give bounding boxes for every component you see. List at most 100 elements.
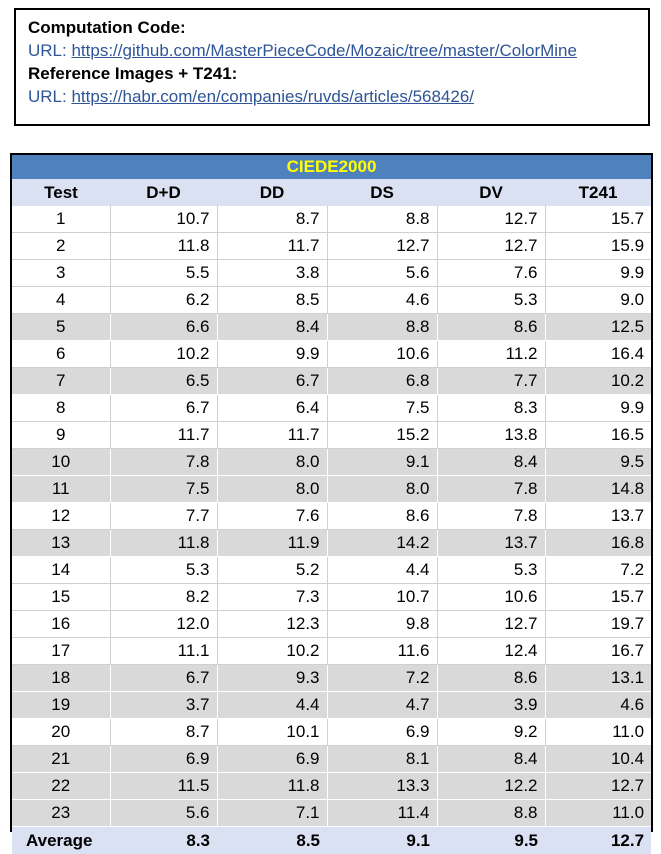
- value-cell: 15.7: [545, 206, 651, 233]
- value-cell: 9.2: [437, 719, 545, 746]
- test-number-cell: 21: [12, 746, 110, 773]
- value-cell: 10.6: [437, 584, 545, 611]
- table-title-row: CIEDE2000: [12, 155, 651, 179]
- value-cell: 11.9: [217, 530, 327, 557]
- value-cell: 13.8: [437, 422, 545, 449]
- value-cell: 3.7: [110, 692, 217, 719]
- value-cell: 11.8: [110, 530, 217, 557]
- value-cell: 10.4: [545, 746, 651, 773]
- value-cell: 12.2: [437, 773, 545, 800]
- value-cell: 8.1: [327, 746, 437, 773]
- value-cell: 11.8: [217, 773, 327, 800]
- test-number-cell: 11: [12, 476, 110, 503]
- table-title: CIEDE2000: [12, 155, 651, 179]
- value-cell: 15.2: [327, 422, 437, 449]
- value-cell: 11.2: [437, 341, 545, 368]
- value-cell: 7.6: [437, 260, 545, 287]
- value-cell: 5.6: [110, 800, 217, 827]
- average-row: Average 8.3 8.5 9.1 9.5 12.7: [12, 827, 651, 854]
- url-prefix: URL:: [28, 87, 71, 106]
- computation-code-url-line: URL: https://github.com/MasterPieceCode/…: [28, 39, 638, 62]
- test-number-cell: 19: [12, 692, 110, 719]
- value-cell: 7.5: [327, 395, 437, 422]
- test-number-cell: 8: [12, 395, 110, 422]
- value-cell: 13.3: [327, 773, 437, 800]
- test-number-cell: 7: [12, 368, 110, 395]
- value-cell: 8.0: [217, 449, 327, 476]
- value-cell: 5.3: [437, 287, 545, 314]
- value-cell: 15.9: [545, 233, 651, 260]
- value-cell: 8.5: [217, 287, 327, 314]
- value-cell: 7.7: [110, 503, 217, 530]
- value-cell: 4.6: [545, 692, 651, 719]
- value-cell: 14.8: [545, 476, 651, 503]
- test-number-cell: 4: [12, 287, 110, 314]
- value-cell: 9.3: [217, 665, 327, 692]
- column-header-d-plus-d: D+D: [110, 179, 217, 206]
- value-cell: 9.9: [217, 341, 327, 368]
- value-cell: 11.6: [327, 638, 437, 665]
- value-cell: 7.7: [437, 368, 545, 395]
- value-cell: 8.8: [327, 206, 437, 233]
- value-cell: 6.4: [217, 395, 327, 422]
- value-cell: 9.9: [545, 260, 651, 287]
- test-number-cell: 13: [12, 530, 110, 557]
- value-cell: 7.2: [327, 665, 437, 692]
- computation-code-link[interactable]: https://github.com/MasterPieceCode/Mozai…: [71, 41, 576, 60]
- value-cell: 3.8: [217, 260, 327, 287]
- value-cell: 7.1: [217, 800, 327, 827]
- value-cell: 11.0: [545, 800, 651, 827]
- value-cell: 6.8: [327, 368, 437, 395]
- value-cell: 15.7: [545, 584, 651, 611]
- value-cell: 6.2: [110, 287, 217, 314]
- average-cell: 12.7: [545, 827, 651, 854]
- value-cell: 11.7: [110, 422, 217, 449]
- value-cell: 5.6: [327, 260, 437, 287]
- column-header-dv: DV: [437, 179, 545, 206]
- value-cell: 12.7: [545, 773, 651, 800]
- value-cell: 10.2: [545, 368, 651, 395]
- test-number-cell: 3: [12, 260, 110, 287]
- url-prefix: URL:: [28, 41, 71, 60]
- test-number-cell: 15: [12, 584, 110, 611]
- value-cell: 7.8: [437, 503, 545, 530]
- column-header-t241: T241: [545, 179, 651, 206]
- value-cell: 8.4: [437, 449, 545, 476]
- value-cell: 16.8: [545, 530, 651, 557]
- value-cell: 3.9: [437, 692, 545, 719]
- reference-images-link[interactable]: https://habr.com/en/companies/ruvds/arti…: [71, 87, 474, 106]
- test-number-cell: 22: [12, 773, 110, 800]
- test-number-cell: 6: [12, 341, 110, 368]
- value-cell: 9.0: [545, 287, 651, 314]
- test-number-cell: 20: [12, 719, 110, 746]
- average-cell: 8.5: [217, 827, 327, 854]
- test-number-cell: 18: [12, 665, 110, 692]
- value-cell: 10.1: [217, 719, 327, 746]
- test-number-cell: 9: [12, 422, 110, 449]
- value-cell: 10.2: [217, 638, 327, 665]
- test-number-cell: 23: [12, 800, 110, 827]
- value-cell: 9.8: [327, 611, 437, 638]
- value-cell: 7.6: [217, 503, 327, 530]
- value-cell: 9.5: [545, 449, 651, 476]
- value-cell: 8.7: [110, 719, 217, 746]
- test-number-cell: 16: [12, 611, 110, 638]
- value-cell: 6.9: [110, 746, 217, 773]
- value-cell: 7.8: [110, 449, 217, 476]
- value-cell: 6.7: [110, 665, 217, 692]
- value-cell: 8.2: [110, 584, 217, 611]
